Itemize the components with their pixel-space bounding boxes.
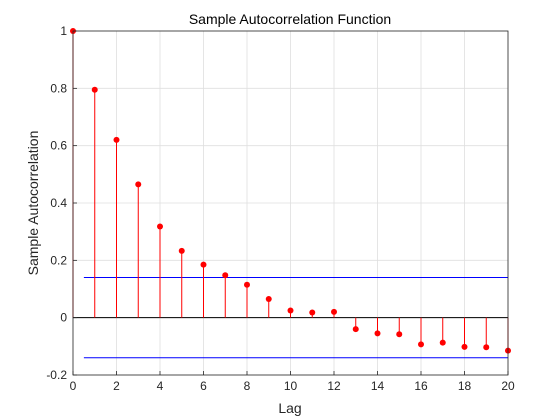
y-axis-label: Sample Autocorrelation <box>25 131 41 276</box>
acf-marker <box>244 281 250 288</box>
acf-marker <box>439 339 446 346</box>
x-tick-label: 12 <box>327 379 341 393</box>
x-tick-label: 10 <box>284 379 298 393</box>
x-tick-label: 16 <box>414 379 428 393</box>
acf-marker <box>483 344 490 351</box>
y-tick-label: 0.2 <box>50 253 67 267</box>
acf-marker <box>91 86 98 93</box>
y-tick-label: 0.8 <box>50 81 67 95</box>
acf-marker <box>113 136 120 143</box>
acf-marker <box>352 326 359 333</box>
acf-marker <box>461 343 468 350</box>
x-tick-label: 4 <box>157 379 164 393</box>
y-tick-label: 0.6 <box>50 139 67 153</box>
x-tick-labels: 0 2 4 6 8 10 12 14 16 18 20 <box>70 371 515 393</box>
x-axis-label: Lag <box>278 400 301 416</box>
acf-marker <box>287 307 294 314</box>
acf-marker <box>418 341 424 348</box>
acf-marker <box>222 272 229 279</box>
y-tick-label: 0.4 <box>50 196 67 210</box>
x-tick-label: 8 <box>244 379 251 393</box>
acf-marker <box>265 296 272 303</box>
acf-marker <box>331 308 337 315</box>
acf-marker <box>157 223 163 230</box>
acf-marker <box>374 330 381 337</box>
x-tick-label: 6 <box>200 379 207 393</box>
x-tick-label: 14 <box>371 379 385 393</box>
acf-marker <box>396 331 403 338</box>
stem-series <box>70 28 511 354</box>
acf-marker <box>309 309 316 316</box>
x-tick-label: 20 <box>501 379 515 393</box>
x-tick-label: 2 <box>113 379 120 393</box>
y-tick-label: 1 <box>60 24 67 38</box>
acf-marker <box>200 261 207 268</box>
acf-marker <box>135 181 142 188</box>
acf-marker <box>178 247 185 254</box>
x-tick-label: 18 <box>458 379 472 393</box>
x-tick-label: 0 <box>70 379 77 393</box>
chart-title: Sample Autocorrelation Function <box>189 11 391 27</box>
y-tick-labels: -0.2 0 0.2 0.4 0.6 0.8 1 <box>46 24 77 382</box>
y-tick-label: -0.2 <box>46 368 67 382</box>
confidence-bounds <box>83 277 508 359</box>
y-tick-label: 0 <box>60 311 67 325</box>
